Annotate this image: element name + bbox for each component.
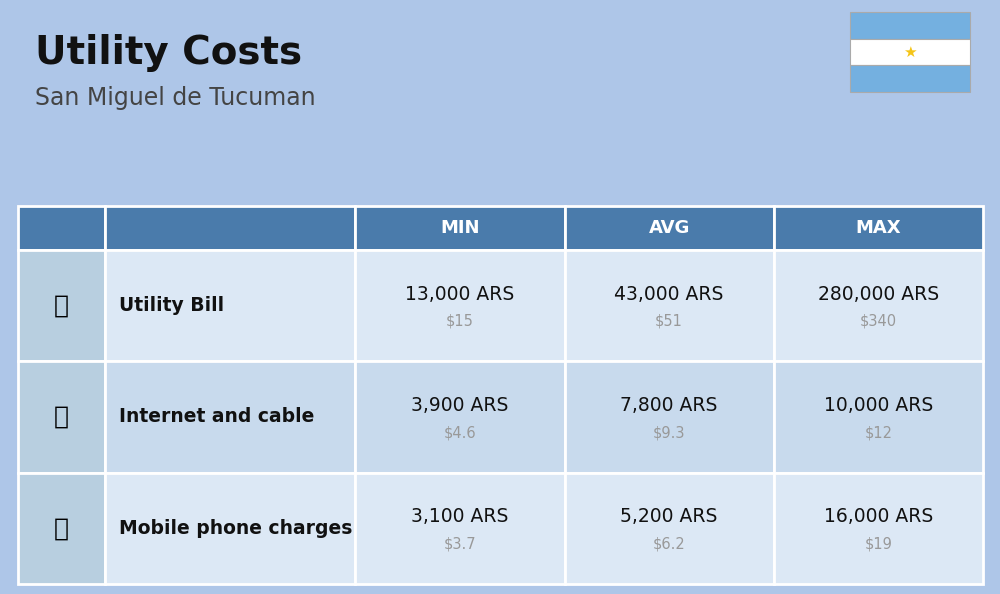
Bar [18, 361, 105, 473]
Bar [355, 473, 565, 584]
Bar [565, 206, 774, 250]
Text: Utility Bill: Utility Bill [119, 296, 224, 315]
Bar [850, 39, 970, 65]
Bar [850, 65, 970, 92]
Bar [18, 250, 105, 361]
Text: 📶: 📶 [54, 405, 69, 429]
Text: Utility Costs: Utility Costs [35, 34, 302, 72]
Text: 5,200 ARS: 5,200 ARS [620, 507, 718, 526]
Text: $340: $340 [860, 314, 897, 328]
Text: $19: $19 [864, 536, 892, 551]
Bar [105, 473, 355, 584]
Bar [105, 206, 355, 250]
Text: 📱: 📱 [54, 516, 69, 541]
Text: 13,000 ARS: 13,000 ARS [405, 285, 515, 304]
Bar [565, 361, 774, 473]
Bar [850, 12, 970, 39]
Bar [105, 361, 355, 473]
Text: $9.3: $9.3 [653, 425, 685, 440]
Text: 43,000 ARS: 43,000 ARS [614, 285, 724, 304]
Bar [18, 206, 105, 250]
Text: 280,000 ARS: 280,000 ARS [818, 285, 939, 304]
Bar [774, 206, 983, 250]
Text: San Miguel de Tucuman: San Miguel de Tucuman [35, 86, 316, 110]
Text: 16,000 ARS: 16,000 ARS [824, 507, 933, 526]
Text: 💡: 💡 [54, 293, 69, 318]
Bar [355, 250, 565, 361]
Text: Internet and cable: Internet and cable [119, 407, 314, 426]
Bar [774, 250, 983, 361]
Text: 3,900 ARS: 3,900 ARS [411, 396, 509, 415]
Text: ★: ★ [903, 45, 917, 59]
Bar [565, 250, 774, 361]
Text: MIN: MIN [440, 219, 480, 237]
Bar [355, 361, 565, 473]
Text: $51: $51 [655, 314, 683, 328]
Bar [565, 473, 774, 584]
Text: 3,100 ARS: 3,100 ARS [411, 507, 509, 526]
Text: AVG: AVG [648, 219, 690, 237]
Text: $12: $12 [864, 425, 892, 440]
Bar [18, 473, 105, 584]
Text: $6.2: $6.2 [653, 536, 686, 551]
Text: Mobile phone charges: Mobile phone charges [119, 519, 352, 538]
Text: 7,800 ARS: 7,800 ARS [620, 396, 718, 415]
Text: $4.6: $4.6 [444, 425, 476, 440]
Text: $3.7: $3.7 [444, 536, 476, 551]
Bar [774, 473, 983, 584]
Bar [774, 361, 983, 473]
Bar [105, 250, 355, 361]
Text: 10,000 ARS: 10,000 ARS [824, 396, 933, 415]
Text: MAX: MAX [856, 219, 901, 237]
Text: $15: $15 [446, 314, 474, 328]
Bar [355, 206, 565, 250]
